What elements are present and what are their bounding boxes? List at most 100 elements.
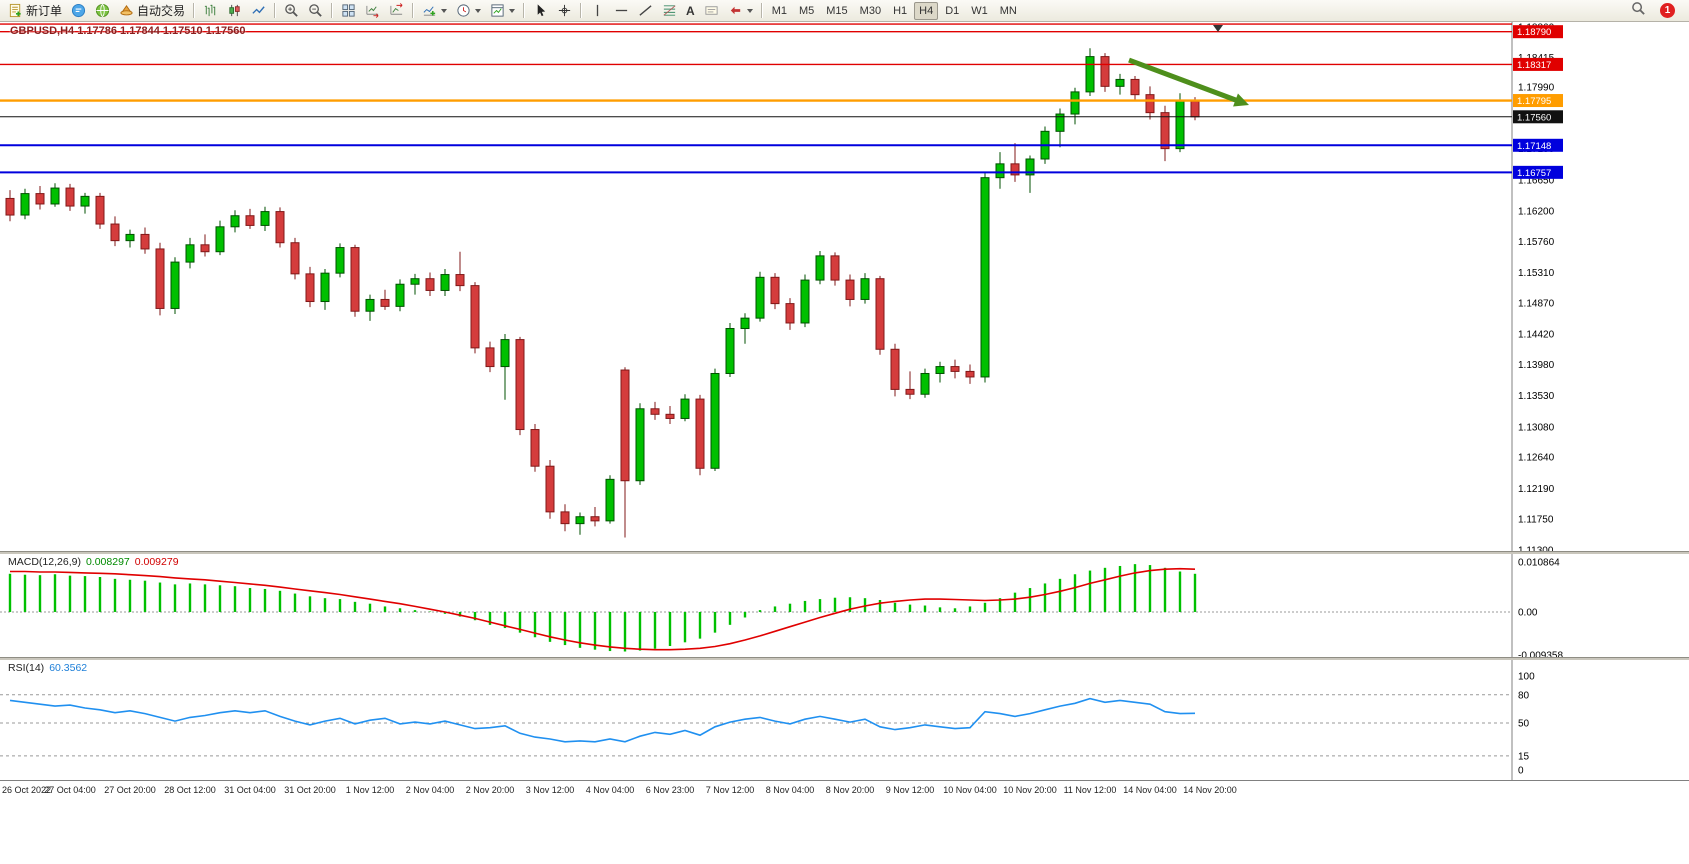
time-axis-label: 14 Nov 20:00 xyxy=(1183,785,1237,795)
fibonacci-icon xyxy=(662,3,677,18)
toolbar-separator xyxy=(412,3,415,18)
line-chart-button[interactable] xyxy=(247,0,270,21)
price-tick-label: 1.16650 xyxy=(1518,175,1555,186)
toolbar-separator xyxy=(193,3,196,18)
price-badge: 1.17148 xyxy=(1513,138,1563,152)
toolbar-right-group: 1 xyxy=(1631,1,1685,21)
text-tool-button[interactable]: A xyxy=(682,0,699,21)
rsi-indicator-canvas[interactable]: 100 80 50 15 0 xyxy=(0,660,1689,780)
time-axis-label: 4 Nov 04:00 xyxy=(585,785,635,795)
clock-icon xyxy=(456,3,471,18)
cursor-button[interactable] xyxy=(529,0,552,21)
horizontal-line-button[interactable] xyxy=(610,0,633,21)
trend-arrow[interactable] xyxy=(1128,57,1241,104)
toolbar-separator xyxy=(760,3,763,18)
price-badge: 1.16757 xyxy=(1513,165,1563,179)
price-badge: 1.18317 xyxy=(1513,57,1563,71)
price-badge: 1.17560 xyxy=(1513,110,1563,124)
macd-value-main: 0.008297 xyxy=(85,556,130,568)
candlestick-chart-icon xyxy=(227,3,242,18)
time-axis[interactable]: 26 Oct 2022 27 Oct 04:00 27 Oct 20:00 28 Oc… xyxy=(0,780,1689,801)
chat-button[interactable] xyxy=(67,0,90,21)
fibonacci-button[interactable] xyxy=(658,0,681,21)
zoom-in-icon xyxy=(284,3,299,18)
text-label-icon xyxy=(704,3,719,18)
rsi-label: RSI(14) 60.3562 xyxy=(8,662,87,674)
time-axis-label: 10 Nov 20:00 xyxy=(1003,785,1057,795)
macd-value-signal: 0.009279 xyxy=(134,556,179,568)
toolbar-separator xyxy=(274,3,277,18)
rsi-value: 60.3562 xyxy=(49,662,88,674)
svg-text:1.16757: 1.16757 xyxy=(1517,168,1551,179)
trendline-icon xyxy=(638,3,653,18)
time-axis-label: 7 Nov 12:00 xyxy=(705,785,755,795)
search-icon[interactable] xyxy=(1631,1,1646,21)
caret-down-icon xyxy=(441,8,448,13)
timeframe-m1[interactable]: M1 xyxy=(771,4,787,17)
rsi-name: RSI(14) xyxy=(8,662,45,674)
price-tick-label: 1.12640 xyxy=(1518,453,1555,464)
time-axis-label: 1 Nov 12:00 xyxy=(345,785,395,795)
timeframe-w1[interactable]: W1 xyxy=(971,4,988,17)
globe-icon xyxy=(95,3,110,18)
time-axis-label: 31 Oct 04:00 xyxy=(224,785,276,795)
price-tick-label: 1.17990 xyxy=(1518,83,1555,94)
toolbar-separator xyxy=(331,3,334,18)
macd-scale-label: 0.010864 xyxy=(1518,558,1560,569)
auto-scroll-button[interactable] xyxy=(361,0,384,21)
auto-trading-button[interactable]: 自动交易 xyxy=(115,0,189,21)
notification-badge[interactable]: 1 xyxy=(1660,3,1675,18)
timeframe-h1[interactable]: H1 xyxy=(893,4,908,17)
timeframe-m15[interactable]: M15 xyxy=(826,4,848,17)
vertical-line-button[interactable] xyxy=(586,0,609,21)
time-axis-label: 27 Oct 20:00 xyxy=(104,785,156,795)
time-axis-label: 11 Nov 12:00 xyxy=(1063,785,1117,795)
timeframe-mn[interactable]: MN xyxy=(999,4,1017,17)
expert-hat-icon xyxy=(119,3,134,18)
time-axis-label: 6 Nov 23:00 xyxy=(645,785,695,795)
timeframe-toolbar: M1 M5 M15 M30 H1 H4 D1 W1 MN xyxy=(767,1,1022,20)
crosshair-button[interactable] xyxy=(553,0,576,21)
zoom-out-icon xyxy=(308,3,323,18)
price-tick-label: 1.13980 xyxy=(1518,360,1555,371)
time-axis-label: 2 Nov 04:00 xyxy=(405,785,455,795)
chart-shift-icon xyxy=(389,3,404,18)
macd-scale-label: -0.009358 xyxy=(1518,651,1563,659)
arrows-button[interactable] xyxy=(724,0,757,21)
indicators-button[interactable] xyxy=(418,0,451,21)
price-tick-label: 1.15310 xyxy=(1518,268,1555,279)
templates-button[interactable] xyxy=(486,0,519,21)
rsi-scale-label: 50 xyxy=(1518,719,1530,730)
candlestick-chart-button[interactable] xyxy=(223,0,246,21)
rsi-scale-label: 80 xyxy=(1518,690,1530,701)
cursor-arrow-icon xyxy=(533,3,548,18)
periods-button[interactable] xyxy=(452,0,485,21)
time-axis-label: 28 Oct 12:00 xyxy=(164,785,216,795)
time-axis-label: 9 Nov 12:00 xyxy=(885,785,935,795)
new-order-label: 新订单 xyxy=(26,4,63,18)
timeframe-d1[interactable]: D1 xyxy=(945,4,960,17)
time-axis-label: 14 Nov 04:00 xyxy=(1123,785,1177,795)
macd-name: MACD(12,26,9) xyxy=(8,556,81,568)
horizontal-line-icon xyxy=(614,3,629,18)
tile-windows-button[interactable] xyxy=(337,0,360,21)
timeframe-m5[interactable]: M5 xyxy=(798,4,815,17)
community-button[interactable] xyxy=(91,0,114,21)
timeframe-m30[interactable]: M30 xyxy=(859,4,882,17)
chart-shift-button[interactable] xyxy=(385,0,408,21)
zoom-out-button[interactable] xyxy=(304,0,327,21)
trendline-button[interactable] xyxy=(634,0,657,21)
caret-down-icon xyxy=(746,8,753,13)
new-order-button[interactable]: 新订单 xyxy=(4,0,66,21)
text-label-button[interactable] xyxy=(700,0,723,21)
timeframe-h4[interactable]: H4 xyxy=(914,1,939,20)
macd-indicator-canvas[interactable]: 0.010864 0.00 -0.009358 xyxy=(0,554,1689,658)
svg-text:1.17795: 1.17795 xyxy=(1517,96,1551,107)
rsi-scale-label: 0 xyxy=(1518,766,1524,777)
zoom-in-button[interactable] xyxy=(280,0,303,21)
price-badge: 1.18790 xyxy=(1513,25,1563,39)
price-chart-canvas[interactable]: 1.188601.184151.179901.175451.171001.166… xyxy=(0,22,1689,552)
bar-chart-button[interactable] xyxy=(199,0,222,21)
indicators-icon xyxy=(422,3,437,18)
